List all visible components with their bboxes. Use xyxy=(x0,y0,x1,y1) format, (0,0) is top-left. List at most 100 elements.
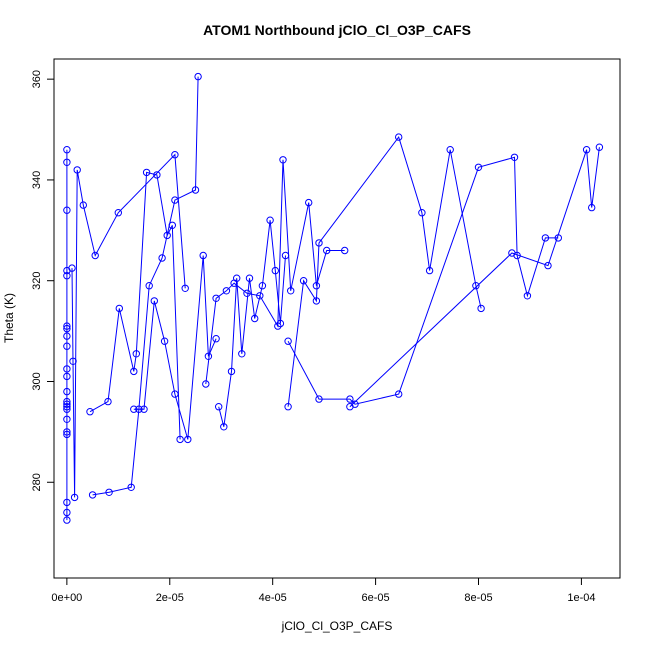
series-8-line xyxy=(287,156,559,405)
series-3-point xyxy=(127,483,135,491)
series-7-point xyxy=(284,403,292,411)
series-0-point xyxy=(63,516,71,524)
series-5-point xyxy=(245,274,254,282)
series-3-line xyxy=(92,76,199,496)
series-0-point xyxy=(63,403,71,411)
series-5-point xyxy=(220,423,228,431)
series-3-point xyxy=(145,282,153,290)
series-0-point xyxy=(63,272,71,280)
series-2-point xyxy=(132,350,141,358)
series-6-point xyxy=(202,380,210,388)
series-7-point xyxy=(395,133,403,141)
x-tick-label: 4e-05 xyxy=(259,592,287,604)
series-3-point xyxy=(194,72,202,81)
series-5-point xyxy=(266,216,274,224)
series-4-line xyxy=(133,255,217,440)
y-tick-label: 320 xyxy=(31,272,43,290)
series-2-point xyxy=(104,397,112,406)
x-tick-label: 2e-05 xyxy=(156,592,184,604)
series-6-point xyxy=(212,294,220,302)
series-1-point xyxy=(70,493,79,502)
series-7-point xyxy=(477,304,485,313)
series-4-point xyxy=(130,405,138,413)
series-0-point xyxy=(63,146,71,154)
series-9-point xyxy=(508,249,516,257)
series-0-point xyxy=(63,400,71,408)
series-5-point xyxy=(215,403,223,411)
series-7-point xyxy=(418,209,426,217)
x-tick-label: 1e-04 xyxy=(567,592,595,604)
series-9-point xyxy=(595,143,604,151)
series-1-point xyxy=(79,201,88,209)
series-6-point xyxy=(274,322,282,330)
x-axis: 0e+00 2e-05 4e-05 6e-05 8e-05 1e-04 xyxy=(51,577,595,604)
y-axis: 280 300 320 340 360 xyxy=(31,70,55,491)
series-5-point xyxy=(258,282,267,290)
series-layer xyxy=(63,72,604,524)
y-tick-label: 280 xyxy=(31,473,43,491)
series-4-point xyxy=(140,405,148,413)
series-4-point xyxy=(184,435,192,444)
series-7-point xyxy=(472,282,480,290)
series-0-point xyxy=(63,322,71,330)
series-9-point xyxy=(588,203,596,212)
series-5-line xyxy=(218,220,286,427)
series-1-point xyxy=(114,209,123,217)
series-8-point xyxy=(284,337,292,345)
series-9-point xyxy=(346,403,354,411)
series-7-point xyxy=(315,239,323,247)
series-2-point xyxy=(176,435,184,444)
series-3-point xyxy=(88,491,97,499)
series-8-point xyxy=(395,390,403,398)
y-tick-label: 300 xyxy=(31,372,43,390)
x-tick-label: 0e+00 xyxy=(51,592,82,604)
series-6-line xyxy=(205,159,345,385)
series-0-point xyxy=(63,342,71,350)
x-tick-label: 6e-05 xyxy=(362,592,390,604)
series-1-point xyxy=(68,264,76,272)
series-0-point xyxy=(63,158,71,167)
series-2-point xyxy=(153,171,161,179)
series-0-point xyxy=(63,206,71,214)
series-4-point xyxy=(199,251,207,260)
x-tick-label: 8e-05 xyxy=(464,592,492,604)
series-1-point xyxy=(181,284,189,292)
series-6-point xyxy=(287,287,295,295)
series-4-point xyxy=(160,337,169,345)
series-0-point xyxy=(63,508,71,517)
series-5-point xyxy=(238,350,246,358)
series-1-point xyxy=(171,151,179,159)
series-7-line xyxy=(287,136,482,407)
series-6-point xyxy=(230,279,238,287)
series-3-point xyxy=(105,488,113,496)
series-2-line xyxy=(89,171,181,440)
series-2-point xyxy=(163,231,171,240)
series-0-point xyxy=(63,428,71,436)
series-8-point xyxy=(346,395,354,403)
series-9-point xyxy=(582,146,591,154)
series-0-point xyxy=(63,372,71,381)
series-2-point xyxy=(130,367,138,376)
series-0-point xyxy=(63,415,71,423)
series-0-point xyxy=(63,405,71,413)
series-0-point xyxy=(63,430,71,439)
series-6-point xyxy=(323,246,331,255)
series-7-point xyxy=(299,277,308,285)
series-8-point xyxy=(474,163,483,172)
series-6-point xyxy=(256,292,264,300)
series-7-point xyxy=(425,266,434,275)
series-3-point xyxy=(171,196,179,204)
series-8-point xyxy=(541,234,550,242)
series-9-line xyxy=(349,147,600,408)
series-3-point xyxy=(191,186,200,194)
series-0-point xyxy=(63,397,71,406)
series-5-point xyxy=(227,367,236,376)
series-0-point xyxy=(63,332,71,340)
series-1-point xyxy=(69,357,77,365)
series-8-point xyxy=(315,395,323,403)
series-5-point xyxy=(276,319,285,328)
series-0-point xyxy=(63,498,71,507)
series-8-point xyxy=(523,292,532,300)
